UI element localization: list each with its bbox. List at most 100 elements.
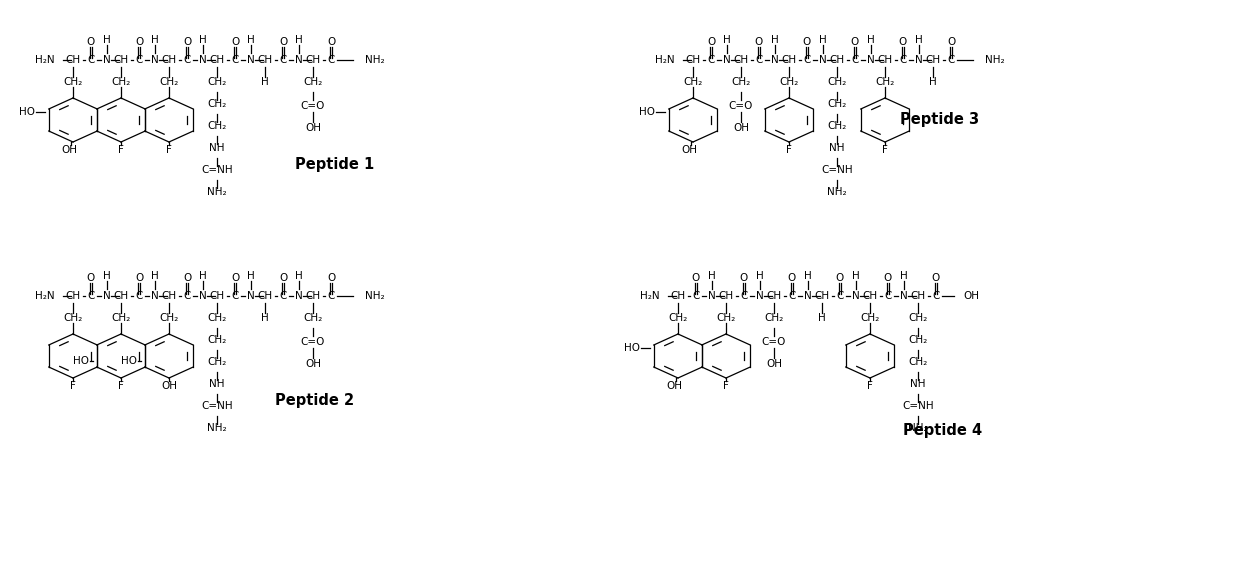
Text: CH: CH (925, 55, 941, 65)
Text: CH: CH (671, 291, 686, 301)
Text: N: N (852, 291, 859, 301)
Text: F: F (166, 145, 172, 155)
Text: CH: CH (305, 291, 321, 301)
Text: NH₂: NH₂ (365, 291, 384, 301)
Text: OH: OH (161, 381, 177, 391)
Text: C=O: C=O (761, 337, 786, 347)
Text: N: N (103, 55, 110, 65)
Text: Peptide 2: Peptide 2 (275, 394, 355, 408)
Text: CH: CH (66, 291, 81, 301)
Text: O: O (947, 37, 955, 47)
Text: Peptide 4: Peptide 4 (904, 423, 982, 439)
Text: CH: CH (718, 291, 734, 301)
Text: H₂N: H₂N (640, 291, 660, 301)
Text: C: C (740, 291, 748, 301)
Text: N: N (820, 55, 827, 65)
Text: O: O (707, 37, 715, 47)
Text: CH₂: CH₂ (112, 77, 130, 87)
Text: CH₂: CH₂ (668, 313, 688, 323)
Text: O: O (787, 273, 796, 283)
Text: H: H (771, 35, 779, 45)
Text: H: H (820, 35, 827, 45)
Text: CH₂: CH₂ (207, 313, 227, 323)
Text: NH: NH (210, 379, 224, 389)
Text: N: N (771, 55, 779, 65)
Text: H: H (867, 35, 875, 45)
Text: C=NH: C=NH (821, 165, 853, 175)
Text: CH: CH (863, 291, 878, 301)
Text: NH: NH (210, 143, 224, 153)
Text: CH₂: CH₂ (827, 77, 847, 87)
Text: H: H (756, 271, 764, 281)
Text: N: N (200, 55, 207, 65)
Text: OH: OH (305, 123, 321, 133)
Text: O: O (884, 273, 892, 283)
Text: CH: CH (66, 55, 81, 65)
Text: CH₂: CH₂ (827, 99, 847, 109)
Text: O: O (836, 273, 844, 283)
Text: C: C (707, 55, 714, 65)
Text: CH₂: CH₂ (875, 77, 894, 87)
Text: C: C (836, 291, 843, 301)
Text: O: O (327, 273, 335, 283)
Text: CH₂: CH₂ (207, 357, 227, 367)
Text: O: O (279, 37, 288, 47)
Text: O: O (279, 273, 288, 283)
Text: H: H (900, 271, 908, 281)
Text: H: H (151, 35, 159, 45)
Text: CH: CH (830, 55, 844, 65)
Text: C=NH: C=NH (201, 165, 233, 175)
Text: C: C (899, 55, 906, 65)
Text: CH₂: CH₂ (63, 313, 83, 323)
Text: O: O (182, 37, 191, 47)
Text: C=NH: C=NH (201, 401, 233, 411)
Text: CH: CH (258, 55, 273, 65)
Text: N: N (295, 55, 303, 65)
Text: CH₂: CH₂ (160, 313, 179, 323)
Text: N: N (708, 291, 715, 301)
Text: F: F (71, 381, 76, 391)
Text: NH: NH (830, 143, 844, 153)
Text: O: O (231, 37, 239, 47)
Text: NH: NH (910, 379, 926, 389)
Text: CH₂: CH₂ (717, 313, 735, 323)
Text: C: C (692, 291, 699, 301)
Text: NH₂: NH₂ (827, 187, 847, 197)
Text: H₂N: H₂N (35, 55, 55, 65)
Text: CH: CH (161, 291, 176, 301)
Text: N: N (295, 291, 303, 301)
Text: O: O (755, 37, 763, 47)
Text: H: H (200, 35, 207, 45)
Text: CH₂: CH₂ (861, 313, 879, 323)
Text: F: F (723, 381, 729, 391)
Text: F: F (786, 145, 792, 155)
Text: N: N (804, 291, 812, 301)
Text: CH: CH (161, 55, 176, 65)
Text: CH: CH (878, 55, 893, 65)
Text: C=O: C=O (729, 101, 753, 111)
Text: O: O (802, 37, 811, 47)
Text: O: O (932, 273, 940, 283)
Text: N: N (247, 291, 255, 301)
Text: HO: HO (19, 107, 35, 117)
Text: CH₂: CH₂ (207, 121, 227, 131)
Text: O: O (692, 273, 701, 283)
Text: H: H (247, 35, 255, 45)
Text: H: H (262, 313, 269, 323)
Text: C: C (789, 291, 796, 301)
Text: H: H (295, 35, 303, 45)
Text: OH: OH (61, 145, 77, 155)
Text: H: H (915, 35, 923, 45)
Text: CH₂: CH₂ (112, 313, 130, 323)
Text: CH₂: CH₂ (63, 77, 83, 87)
Text: NH₂: NH₂ (365, 55, 384, 65)
Text: O: O (327, 37, 335, 47)
Text: OH: OH (766, 359, 782, 369)
Text: OH: OH (963, 291, 980, 301)
Text: H: H (295, 271, 303, 281)
Text: N: N (723, 55, 730, 65)
Text: C: C (852, 55, 858, 65)
Text: H: H (723, 35, 730, 45)
Text: O: O (851, 37, 859, 47)
Text: C: C (279, 55, 286, 65)
